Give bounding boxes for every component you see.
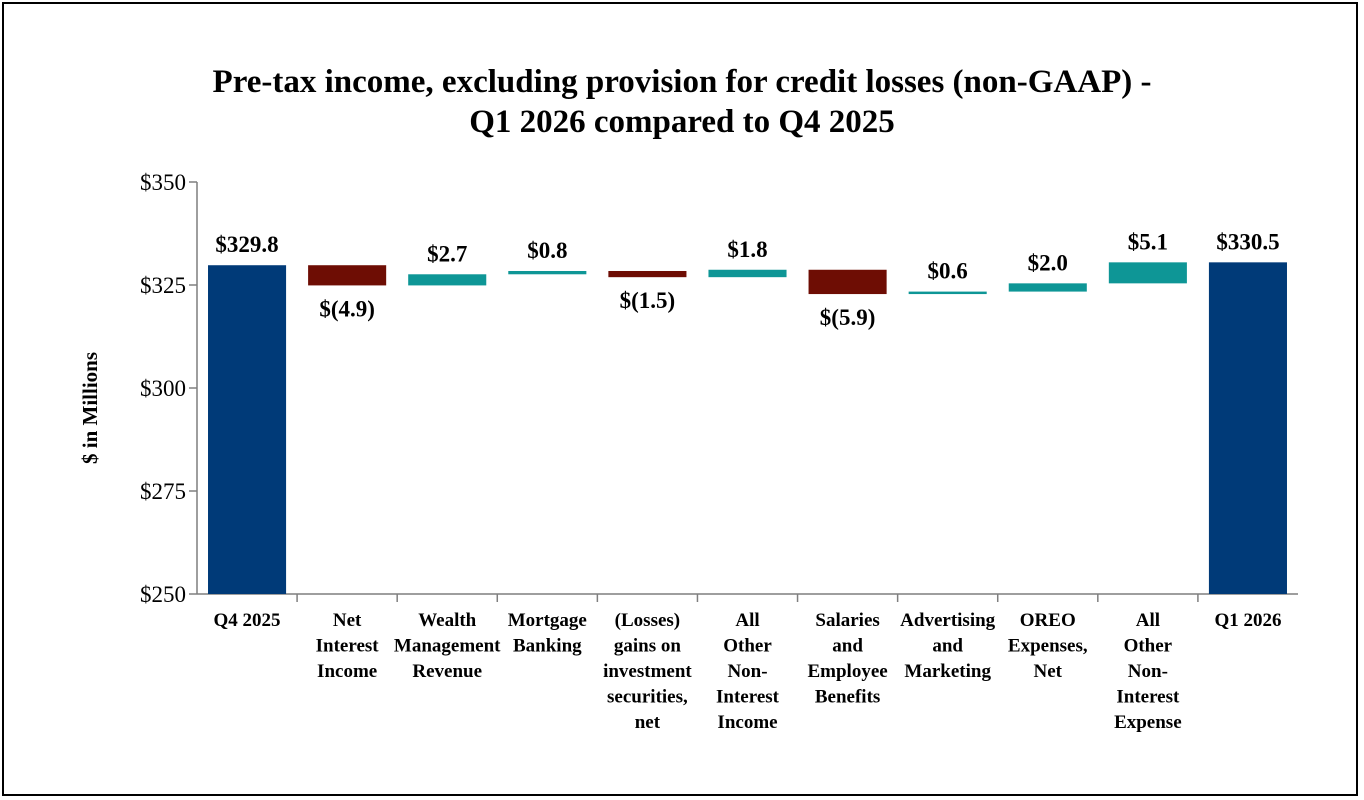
y-tick-label: $325	[140, 273, 186, 298]
x-tick-label: (Losses) gains on investment securities, net	[603, 610, 692, 733]
data-label: $(4.9)	[319, 296, 375, 321]
bar-increase	[408, 274, 487, 286]
y-tick-label: $300	[140, 376, 186, 401]
bar-increase	[708, 269, 787, 278]
data-label: $2.0	[1028, 250, 1068, 275]
x-tick-label: Q1 2026	[1214, 610, 1281, 631]
data-label: $5.1	[1128, 229, 1168, 254]
bar-increase	[908, 291, 987, 295]
bar-decrease	[608, 270, 687, 278]
data-label: $0.8	[527, 238, 567, 263]
bars	[208, 262, 1287, 594]
bar-decrease	[808, 269, 887, 295]
bar-decrease	[308, 265, 387, 286]
bar-increase	[508, 270, 587, 275]
x-tick-label: All Other Non-Interest Expense	[1114, 610, 1182, 733]
x-tick-label: Q4 2025	[214, 610, 281, 631]
bar-increase	[1108, 262, 1187, 284]
y-axis: $250 $275 $300 $325 $350 $ in Millions	[78, 170, 198, 607]
bar-total	[208, 265, 287, 594]
chart-title-line-1: Pre-tax income, excluding provision for …	[212, 64, 1152, 100]
x-tick-label: OREO Expenses, Net	[1008, 610, 1088, 682]
data-labels: $329.8 $(4.9) $2.7 $0.8 $(1.5) $1.8 $(5.9) $0.6…	[215, 229, 1279, 330]
data-label: $0.6	[928, 259, 968, 284]
x-tick-label: Salaries and Employee Benefits	[807, 610, 887, 708]
y-axis-label: $ in Millions	[78, 352, 102, 464]
data-label: $329.8	[215, 232, 278, 257]
x-tick-label: Advertising and Marketing	[900, 610, 996, 682]
x-tick-label: Net Interest Income	[316, 610, 380, 682]
bar-increase	[1008, 283, 1087, 292]
x-tick-label: Wealth Management Revenue	[394, 610, 501, 682]
x-tick-label: All Other Non-Interest Income	[716, 610, 780, 733]
data-label: $(1.5)	[620, 288, 676, 313]
bar-total	[1208, 262, 1287, 594]
chart-title-line-2: Q1 2026 compared to Q4 2025	[469, 104, 895, 140]
y-tick-label: $250	[140, 582, 186, 607]
data-label: $330.5	[1216, 229, 1279, 254]
data-label: $1.8	[727, 237, 767, 262]
data-label: $(5.9)	[820, 305, 876, 330]
chart-title: Pre-tax income, excluding provision for …	[0, 62, 1364, 142]
y-tick-label: $275	[140, 479, 186, 504]
y-tick-label: $350	[140, 170, 186, 195]
x-tick-label: Mortgage Banking	[508, 610, 587, 657]
data-label: $2.7	[427, 241, 467, 266]
